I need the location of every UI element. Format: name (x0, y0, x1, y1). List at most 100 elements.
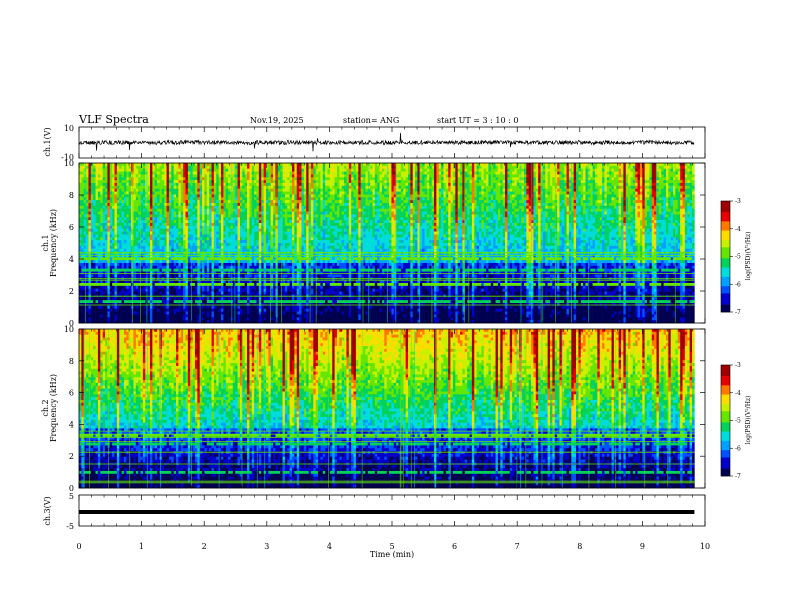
spectrogram-cell (569, 169, 572, 172)
spectrogram-cell (306, 166, 309, 169)
spectrogram-cell (264, 166, 267, 169)
spectrogram-cell (223, 163, 226, 166)
spectrogram-cell (358, 172, 361, 175)
spectrogram-cell (105, 169, 108, 172)
spectrogram-cell (524, 166, 527, 169)
spectrogram-cell (297, 169, 300, 172)
spectrogram-cell (249, 166, 252, 169)
spectrogram-cell (692, 166, 695, 169)
spectrogram-cell (157, 163, 160, 166)
spectrogram-cell (354, 163, 357, 166)
spectrogram-cell (207, 174, 210, 177)
spectrogram-cell (330, 163, 333, 166)
spectrogram-cell (167, 172, 170, 175)
spectrogram-cell (574, 169, 577, 172)
spectrogram-cell (486, 166, 489, 169)
spectrogram-cell (297, 166, 300, 169)
spectrogram-cell (335, 166, 338, 169)
spectrogram-cell (642, 169, 645, 172)
spectrogram-cell (358, 169, 361, 172)
spectrogram-cell (335, 172, 338, 175)
spectrogram-cell (332, 169, 335, 172)
spectrogram-cell (505, 172, 508, 175)
spectrogram-cell (396, 166, 399, 169)
spectrogram-cell (384, 166, 387, 169)
spectrogram-cell (152, 172, 155, 175)
spectrogram-cell (415, 163, 418, 166)
spectrogram-cell (129, 166, 132, 169)
spectrogram-cell (264, 172, 267, 175)
spectrogram-cell (581, 172, 584, 175)
spectrogram-cell (512, 166, 515, 169)
spectrogram-cell (680, 166, 683, 169)
spectrogram-cell (202, 174, 205, 177)
spectrogram-cell (434, 166, 437, 169)
spectrogram-cell (112, 166, 115, 169)
spectrogram-cell (245, 166, 248, 169)
spectrogram-cell (585, 163, 588, 166)
ch1-spectrogram-cells (79, 163, 695, 323)
spectrogram-cell (656, 166, 659, 169)
spectrogram-cell (287, 174, 290, 177)
spectrogram-cell (410, 166, 413, 169)
spectrogram-cell (349, 172, 352, 175)
spectrogram-cell (481, 166, 484, 169)
spectrogram-cell (110, 172, 113, 175)
spectrogram-cell (84, 169, 87, 172)
spectrogram-cell (264, 174, 267, 177)
spectrogram-cell (448, 166, 451, 169)
spectrogram-cell (633, 163, 636, 166)
spectrogram-cell (441, 163, 444, 166)
spectrogram-cell (472, 163, 475, 166)
spectrogram-cell (204, 166, 207, 169)
spectrogram-cell (150, 169, 153, 172)
spectrogram-cell (557, 169, 560, 172)
spectrogram-cell (630, 166, 633, 169)
spectrogram-cell (647, 163, 650, 166)
spectrogram-cell (656, 163, 659, 166)
ch1-waveform-panel: 10 -10 ch.1(V) (43, 124, 705, 162)
spectrogram-cell (339, 172, 342, 175)
spectrogram-cell (410, 163, 413, 166)
spectrogram-cell (607, 166, 610, 169)
spectrogram-cell (387, 163, 390, 166)
spectrogram-cell (126, 163, 129, 166)
spectrogram-cell (164, 172, 167, 175)
spectrogram-cell (406, 163, 409, 166)
spectrogram-cell (98, 166, 101, 169)
spectrogram-cell (619, 172, 622, 175)
spectrogram-cell (536, 166, 539, 169)
spectrogram-cell (666, 166, 669, 169)
spectrogram-cell (266, 169, 269, 172)
spectrogram-cell (401, 166, 404, 169)
spectrogram-cell (690, 163, 693, 166)
spectrogram-cell (96, 172, 99, 175)
spectrogram-cell (609, 163, 612, 166)
spectrogram-cell (188, 163, 191, 166)
spectrogram-cell (647, 169, 650, 172)
spectrogram-cell (645, 172, 648, 175)
spectrogram-cell (519, 166, 522, 169)
spectrogram-cell (115, 172, 118, 175)
spectrogram-cell (671, 163, 674, 166)
spectrogram-cell (351, 166, 354, 169)
spectrogram-cell (245, 169, 248, 172)
spectrogram-cell (522, 169, 525, 172)
spectrogram-cell (453, 169, 456, 172)
spectrogram-cell (503, 172, 506, 175)
spectrogram-cell (155, 169, 158, 172)
spectrogram-cell (505, 166, 508, 169)
spectrogram-cell (254, 169, 257, 172)
spectrogram-cell (607, 163, 610, 166)
spectrogram-cell (299, 172, 302, 175)
spectrogram-cell (283, 169, 286, 172)
spectrogram-cell (143, 172, 146, 175)
spectrogram-cell (226, 163, 229, 166)
spectrogram-cell (271, 166, 274, 169)
spectrogram-cell (600, 172, 603, 175)
spectrogram-cell (103, 169, 106, 172)
spectrogram-cell (533, 172, 536, 175)
spectrogram-cell (536, 169, 539, 172)
ch1-wave-ylabel: ch.1(V) (43, 127, 52, 156)
spectrogram-cell (545, 163, 548, 166)
